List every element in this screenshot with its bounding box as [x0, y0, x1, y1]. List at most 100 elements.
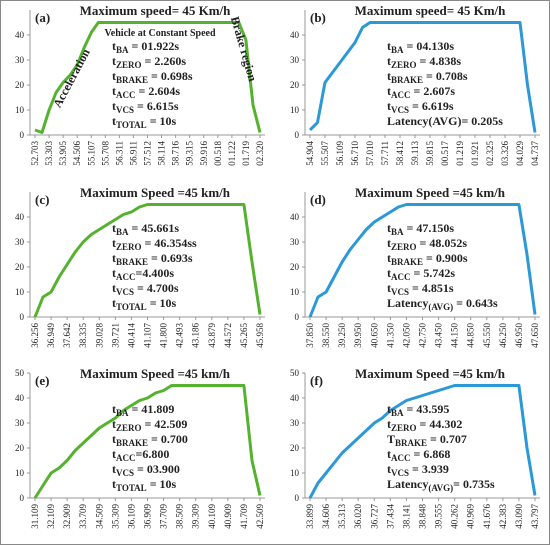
- annotation-text: = 43.595: [404, 402, 450, 416]
- annotation-base: Latency: [387, 477, 428, 491]
- x-tick-label: 39.721: [110, 323, 120, 348]
- x-tick-label: 38.550: [321, 323, 331, 348]
- annotation-sub: ZERO: [391, 60, 417, 70]
- x-tick-label: 00.518: [213, 141, 223, 166]
- annotation-sub: VCS: [391, 468, 409, 478]
- panel-label: (f): [310, 373, 323, 388]
- x-tick-label: 01.719: [241, 141, 251, 166]
- annotation-text: = 42.509: [142, 417, 188, 431]
- y-tick-label: 50: [15, 368, 25, 378]
- annotation-text: = 4.700s: [134, 281, 179, 295]
- chart-title: Maximum Speed =45 km/h: [355, 185, 506, 200]
- annotation: tBRAKE = 0.698s: [112, 69, 193, 85]
- x-tick-label: 55.107: [86, 141, 96, 166]
- annotation-text: = 3.939: [409, 462, 449, 476]
- x-tick-label: 46.950: [514, 323, 524, 348]
- y-tick-label: 20: [15, 443, 25, 453]
- annotation: tACC=4.400s: [112, 266, 174, 282]
- annotation-text: = 0.698s: [148, 69, 193, 83]
- annotation: tVCS = 6.615s: [112, 99, 179, 115]
- x-tick-label: 32.909: [62, 504, 72, 529]
- x-tick-label: 40.969: [466, 504, 476, 529]
- annotation-text: = 4.851s: [409, 281, 454, 295]
- x-tick-label: 02.320: [255, 141, 265, 166]
- y-tick-label: 0: [295, 130, 300, 140]
- x-tick-label: 45.265: [239, 323, 249, 348]
- annotation-text: = 0.707: [427, 432, 467, 446]
- x-tick-label: 45.958: [255, 323, 265, 348]
- x-tick-label: 34.509: [94, 504, 104, 529]
- annotation-sub: ACC: [116, 453, 136, 463]
- x-tick-label: 33.709: [78, 504, 88, 529]
- annotation: tTOTAL = 10s: [112, 296, 177, 312]
- x-tick-label: 45.550: [482, 323, 492, 348]
- annotation-sub: ZERO: [391, 423, 417, 433]
- annotation-base: t: [112, 462, 116, 476]
- annotation-base: t: [387, 251, 391, 265]
- note: Acceleration: [50, 46, 93, 110]
- annotation-base: t: [387, 54, 391, 68]
- annotation-base: t: [112, 84, 116, 98]
- annotation: Latency(AVG)= 0.735s: [387, 477, 495, 493]
- x-tick-label: 55.507: [320, 141, 330, 166]
- x-tick-label: 32.109: [46, 504, 56, 529]
- y-tick-label: 30: [290, 237, 300, 247]
- x-tick-label: 40.109: [207, 504, 217, 529]
- y-tick-label: 10: [290, 287, 300, 297]
- x-tick-label: 54.904: [305, 141, 315, 166]
- speed-line: [308, 203, 537, 318]
- x-tick-label: 53.303: [44, 141, 54, 166]
- x-tick-label: 36.949: [46, 323, 56, 348]
- annotation: tZERO = 46.354ss: [112, 236, 197, 252]
- annotation-text: = 10s: [147, 296, 177, 310]
- annotation-base: Latency: [387, 296, 428, 310]
- annotation-text: = 41.809: [129, 402, 175, 416]
- annotation-text: = 0.708s: [423, 69, 468, 83]
- annotation: tZERO = 2.260s: [112, 54, 186, 70]
- annotation-text: = 47.150s: [404, 221, 455, 235]
- x-tick-label: 35.309: [110, 504, 120, 529]
- x-tick-label: 56.109: [335, 141, 345, 166]
- x-tick-label: 40.262: [450, 504, 460, 529]
- x-tick-label: 31.109: [30, 504, 40, 529]
- x-tick-label: 38.509: [175, 504, 185, 529]
- x-tick-label: 43.090: [514, 504, 524, 529]
- speed-line: [33, 203, 262, 318]
- annotation-sub: TOTAL: [116, 120, 147, 130]
- annotation-sub: ACC: [391, 90, 411, 100]
- annotation: tVCS = 4.700s: [112, 281, 179, 297]
- annotation-text: = 2.604s: [136, 84, 181, 98]
- x-tick-label: 52.703: [30, 141, 40, 166]
- x-tick-label: 42.050: [401, 323, 411, 348]
- x-tick-label: 43.186: [191, 323, 201, 348]
- annotation: tBA = 04.130s: [387, 39, 454, 55]
- annotation-base: t: [112, 281, 116, 295]
- panel-label: (a): [35, 10, 50, 25]
- annotation-base: t: [112, 251, 116, 265]
- annotation-text: = 6.615s: [134, 99, 179, 113]
- annotation-sub: VCS: [116, 105, 134, 115]
- annotation-text: = 2.260s: [142, 54, 187, 68]
- annotation: tACC = 6.868: [387, 447, 450, 463]
- x-tick-label: 44.572: [223, 323, 233, 348]
- annotation-text: = 0.900s: [423, 251, 468, 265]
- annotation: tVCS = 4.851s: [387, 281, 454, 297]
- y-tick-label: 40: [290, 393, 300, 403]
- x-tick-label: 59.113: [410, 141, 420, 166]
- x-tick-label: 40.909: [223, 504, 233, 529]
- annotation: tZERO = 42.509: [112, 417, 187, 433]
- x-tick-label: 57.010: [365, 141, 375, 166]
- x-tick-label: 41.676: [482, 504, 492, 529]
- annotation: tZERO = 48.052s: [387, 236, 467, 252]
- annotation-sub: BA: [116, 227, 129, 237]
- x-tick-label: 56.911: [128, 141, 138, 165]
- annotation-sub: VCS: [116, 468, 134, 478]
- y-tick-label: 40: [290, 30, 300, 40]
- x-tick-label: 42.493: [175, 323, 185, 348]
- annotation-sub: ACC: [116, 90, 136, 100]
- panel-label: (d): [310, 192, 326, 207]
- annotation-base: t: [112, 402, 116, 416]
- annotation: tBRAKE = 0.900s: [387, 251, 468, 267]
- annotation: Latency(AVG)= 0.205s: [387, 114, 503, 128]
- x-tick-label: 36.909: [143, 504, 153, 529]
